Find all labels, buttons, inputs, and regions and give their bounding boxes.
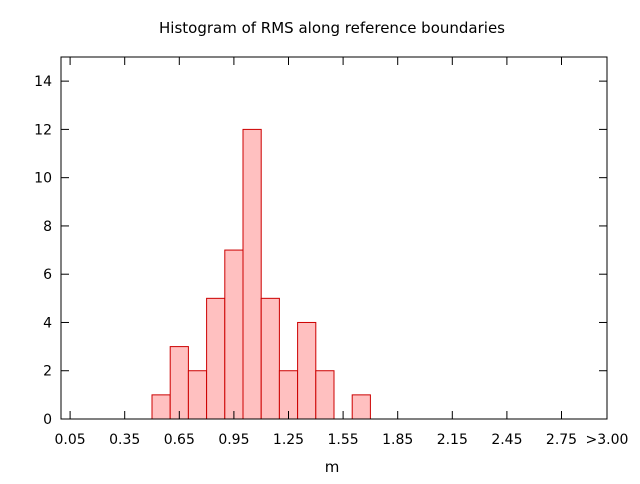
histogram-bar — [151, 394, 171, 420]
x-axis: 0.05 0.35 0.65 0.95 1.25 1.55 1.85 2.15 2.45 2.75… — [55, 57, 629, 448]
y-tick-label: 2 — [43, 364, 52, 380]
histogram-bar — [351, 394, 371, 420]
x-tick-label: 0.05 — [55, 432, 86, 448]
x-tick-label: 1.85 — [382, 432, 413, 448]
x-tick-label: 2.45 — [491, 432, 522, 448]
x-tick-label: 0.65 — [164, 432, 195, 448]
x-axis-label: m — [325, 458, 340, 476]
histogram-bar — [169, 346, 189, 420]
histogram-bar — [187, 370, 208, 420]
x-tick-label: 1.55 — [328, 432, 359, 448]
x-tick-label: 2.15 — [437, 432, 468, 448]
histogram-bar — [260, 297, 280, 420]
histogram-bar — [242, 128, 262, 420]
x-tick-label: >3.00 — [586, 432, 629, 448]
y-axis: 0 2 4 6 8 10 12 14 — [34, 74, 607, 428]
y-tick-label: 8 — [43, 219, 52, 235]
x-tick-label: 0.95 — [218, 432, 249, 448]
x-tick-label: 0.35 — [109, 432, 140, 448]
y-tick-label: 0 — [43, 412, 52, 428]
histogram-bar — [315, 370, 335, 420]
y-tick-label: 6 — [43, 267, 52, 283]
plot-frame — [60, 56, 608, 420]
x-tick-label: 1.25 — [273, 432, 304, 448]
y-tick-label: 12 — [34, 122, 52, 138]
histogram-bar — [206, 297, 226, 420]
histogram-bar — [224, 249, 244, 420]
y-tick-label: 4 — [43, 315, 52, 331]
x-tick-label: 2.75 — [546, 432, 577, 448]
chart-title: Histogram of RMS along reference boundar… — [159, 19, 505, 37]
histogram-bar — [297, 321, 317, 420]
bars-group — [151, 128, 371, 420]
y-tick-label: 10 — [34, 171, 52, 187]
y-tick-label: 14 — [34, 74, 52, 90]
